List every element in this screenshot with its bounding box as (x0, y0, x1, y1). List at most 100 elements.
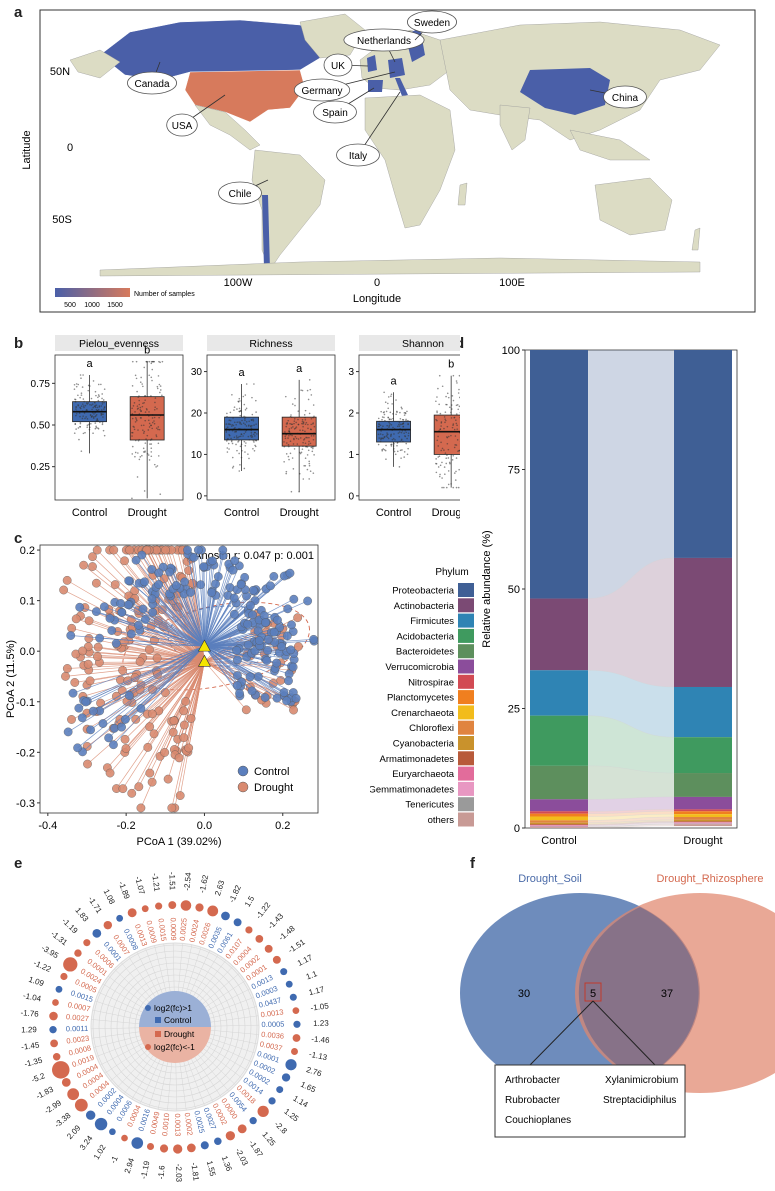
sample-point (100, 409, 103, 411)
venn-callout-line-2 (592, 1000, 656, 1066)
sample-point (304, 464, 307, 467)
foldchange-dot (67, 1088, 80, 1101)
spider-line (139, 629, 205, 647)
sample-point (439, 428, 441, 431)
stack-ylabel: Relative abundance (%) (481, 530, 493, 647)
data-point (199, 562, 209, 572)
sample-point (152, 360, 154, 363)
foldchange-dot (291, 1048, 298, 1055)
venn-member: Couchioplanes (505, 1115, 571, 1126)
radial-spoke (110, 1049, 148, 1082)
spider-line (108, 609, 205, 662)
foldchange-label: 1.09 (27, 975, 45, 989)
y-tick-label: 30 (191, 367, 203, 378)
foldchange-label: -3.38 (53, 1111, 73, 1130)
y-tick-label: 2 (348, 409, 354, 420)
india-shape (499, 104, 531, 151)
sample-point (311, 450, 314, 453)
sample-point (141, 405, 144, 408)
x-tick-label: Drought (128, 507, 167, 519)
sample-point (235, 423, 237, 426)
sample-point (383, 416, 385, 419)
sample-point (243, 432, 245, 435)
foldchange-dot (168, 901, 177, 909)
data-point (261, 618, 270, 628)
sample-point (378, 437, 380, 439)
pvalue-label: 0.0005 (261, 1020, 284, 1030)
sample-point (403, 414, 406, 416)
sample-point (393, 433, 395, 435)
sample-point (242, 395, 245, 398)
data-point (248, 610, 258, 620)
map-callout-bubble-sweden (406, 10, 457, 34)
data-point (228, 565, 238, 575)
chile-shape (262, 195, 270, 270)
sample-point (457, 450, 459, 452)
data-point (288, 662, 298, 672)
sample-point (241, 419, 243, 422)
sample-point (142, 447, 145, 450)
sample-point (83, 412, 86, 414)
data-point (183, 545, 192, 555)
data-point (285, 568, 295, 578)
sample-point (458, 468, 460, 471)
radial-spoke (172, 943, 175, 992)
sample-point (156, 407, 158, 410)
sample-point (87, 402, 90, 404)
x-tick-label: Control (376, 507, 411, 519)
sample-point (404, 435, 407, 438)
foldchange-label: -1.62 (198, 874, 211, 894)
map-country-label: Canada (134, 79, 169, 90)
sample-point (380, 437, 382, 439)
radial-spoke (210, 1029, 259, 1035)
sample-point (81, 403, 84, 405)
sample-point (157, 375, 160, 377)
sample-point (81, 386, 84, 388)
sample-point (388, 426, 390, 428)
sample-point (153, 408, 156, 411)
sample-point (240, 423, 243, 425)
significance-letter: b (144, 345, 150, 357)
sample-point (79, 422, 82, 425)
sample-point (135, 360, 138, 363)
legend-swatch (458, 797, 474, 812)
center-legend-control-swatch (155, 1017, 161, 1023)
sample-point (311, 446, 314, 448)
facet-title: Pielou_evenness (79, 338, 159, 350)
centroid-control (197, 639, 211, 652)
legend-swatch (458, 751, 474, 766)
spider-line (128, 580, 205, 647)
foldchange-label: -1.87 (247, 1139, 265, 1160)
sample-point (406, 420, 409, 423)
sample-point (390, 445, 393, 447)
sample-point (77, 427, 80, 429)
map-country-label: USA (172, 121, 193, 132)
foldchange-dot (292, 1034, 301, 1042)
data-point (160, 748, 170, 757)
sample-point (447, 483, 450, 486)
data-point (145, 645, 154, 654)
spider-line (204, 645, 294, 693)
sample-point (449, 462, 451, 465)
sample-point (89, 385, 91, 387)
foldchange-dot (186, 1143, 196, 1153)
pcoa-scatter-chart: -0.4 -0.2 0.0 0.2 0.2 0.1 0.0 -0.1 -0.2 -0.3 PCoA … (5, 544, 319, 848)
data-point (272, 658, 281, 668)
sample-point (440, 441, 442, 444)
data-point (289, 594, 299, 604)
data-point (241, 705, 251, 715)
spider-line (158, 572, 205, 647)
spider-line (113, 645, 205, 745)
sample-point (289, 440, 292, 443)
sample-point (295, 421, 297, 424)
sample-point (143, 366, 146, 369)
sample-point (239, 414, 242, 417)
sample-point (103, 406, 106, 409)
sample-point (390, 395, 392, 397)
radial-spoke (209, 1037, 255, 1054)
sample-point (448, 406, 451, 409)
sample-point (134, 411, 136, 413)
foldchange-dot (257, 1105, 269, 1117)
sample-point (237, 436, 239, 439)
sample-point (95, 413, 98, 416)
